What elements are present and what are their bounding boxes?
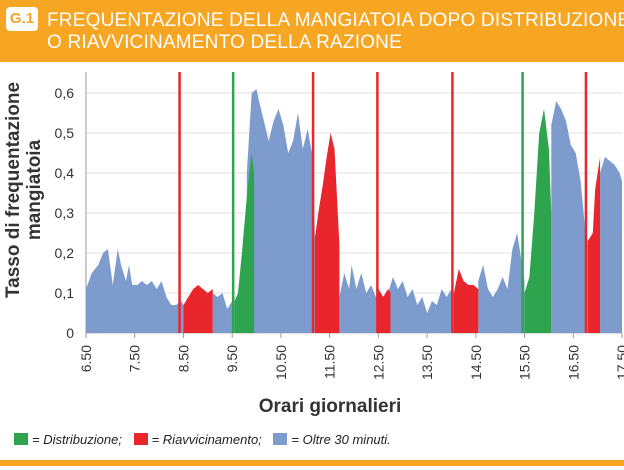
x-tick-label: 15.50	[517, 345, 533, 380]
legend-item-distribuzione: = Distribuzione;	[14, 432, 122, 447]
area-segment-oltre-minuti	[478, 233, 525, 333]
area-segment-riavvicinamento	[587, 157, 601, 333]
area-segment-riavvicinamento	[453, 269, 479, 333]
x-tick-label: 11.50	[322, 345, 338, 379]
x-tick-label: 16.50	[565, 345, 581, 380]
y-axis-label: Tasso di frequentazione mangiatoia	[3, 81, 45, 299]
x-axis-label: Orari giornalieri	[258, 396, 402, 417]
area-segment-distribuzione	[524, 109, 552, 333]
chart-title-line-1: FREQUENTAZIONE DELLA MANGIATOIA DOPO DIS…	[47, 10, 624, 31]
y-tick-label: 0,5	[55, 125, 75, 141]
x-tick-label: 12.50	[370, 345, 386, 380]
area-segment-oltre-minuti	[212, 293, 235, 333]
legend-label-riavvicinamento: = Riavvicinamento;	[151, 432, 262, 447]
area-segment-riavvicinamento	[378, 289, 391, 333]
legend-swatch-riavvicinamento	[133, 433, 148, 445]
x-tick-label: 9.50	[224, 345, 240, 372]
legend-item-oltre: = Oltre 30 minuti.	[273, 432, 391, 447]
legend-swatch-oltre	[273, 433, 288, 445]
x-tick-label: 6.50	[78, 345, 94, 372]
legend-item-riavvicinamento: = Riavvicinamento;	[133, 432, 262, 447]
x-tick-label: 14.50	[468, 345, 484, 380]
area-segment-riavvicinamento	[183, 285, 213, 333]
area-segment-oltre-minuti	[551, 101, 588, 333]
x-tick-label: 10.50	[273, 345, 289, 380]
area-segment-distribuzione	[234, 153, 255, 333]
chart-title-line-2: O RIAVVICINAMENTO DELLA RAZIONE	[47, 32, 402, 53]
legend: = Distribuzione; = Riavvicinamento; = Ol…	[14, 432, 399, 447]
x-tick-label: 8.50	[175, 345, 191, 372]
legend-swatch-distribuzione	[14, 433, 28, 445]
y-tick-label: 0	[66, 325, 74, 341]
legend-label-oltre: = Oltre 30 minuti.	[291, 432, 391, 447]
chart-title: FREQUENTAZIONE DELLA MANGIATOIA DOPO DIS…	[47, 10, 624, 54]
area-segment-oltre-minuti	[600, 157, 622, 333]
y-tick-label: 0,4	[55, 165, 75, 181]
legend-label-distribuzione: = Distribuzione;	[32, 432, 122, 447]
bottom-rule	[0, 460, 624, 466]
chart-header: G.1 FREQUENTAZIONE DELLA MANGIATOIA DOPO…	[0, 0, 624, 62]
area-segment-oltre-minuti	[86, 249, 184, 333]
y-tick-label: 0,6	[55, 85, 75, 101]
y-tick-label: 0,2	[55, 245, 75, 261]
area-segment-oltre-minuti	[246, 89, 315, 333]
x-tick-label: 13.50	[419, 345, 435, 380]
y-tick-label: 0,3	[55, 205, 75, 221]
figure-badge: G.1	[6, 7, 38, 31]
y-tick-label: 0,1	[55, 285, 75, 301]
x-tick-label: 7.50	[127, 345, 143, 372]
area-segment-oltre-minuti	[339, 265, 379, 333]
area-segment-oltre-minuti	[388, 277, 454, 333]
x-tick-label: 17.50	[614, 345, 624, 380]
area-segment-riavvicinamento	[315, 133, 340, 333]
